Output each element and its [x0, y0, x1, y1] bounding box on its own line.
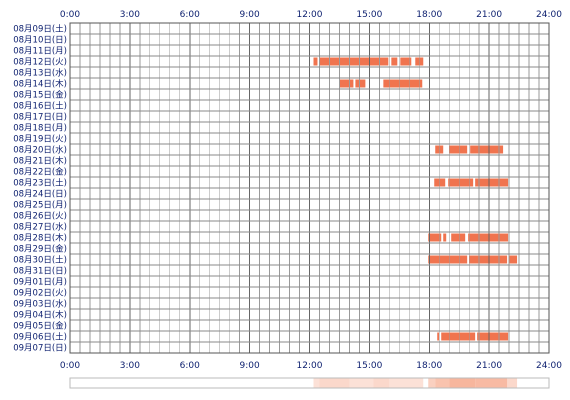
x-tick-label-bottom: 0:00 — [60, 361, 80, 371]
row-label: 09月03日(水) — [13, 299, 67, 310]
x-tick-label-top: 18:00 — [416, 10, 442, 20]
x-tick-label-bottom: 15:00 — [356, 361, 382, 371]
activity-bar — [319, 57, 389, 66]
x-tick-label-bottom: 9:00 — [240, 361, 260, 371]
summary-band — [389, 378, 424, 388]
row-label: 08月13日(水) — [13, 68, 67, 79]
x-axis-top-ticks: 0:00 3:00 6:00 9:00 12:00 15:00 18:00 21:00 24:0… — [60, 10, 562, 20]
row-label: 08月19日(火) — [13, 135, 67, 145]
row-label: 08月20日(水) — [13, 145, 67, 156]
summary-band — [475, 378, 508, 388]
activity-bar — [469, 255, 508, 264]
activity-bar — [475, 178, 509, 187]
activity-bar — [451, 233, 466, 242]
activity-bar — [449, 145, 468, 154]
row-label: 08月10日(日) — [13, 36, 67, 46]
row-labels: 08月09日(土)08月10日(日)08月11日(月)08月12日(火)08月1… — [13, 24, 67, 354]
row-label: 08月25日(月) — [13, 201, 67, 211]
row-label: 08月29日(金) — [13, 244, 67, 255]
x-tick-label-bottom: 12:00 — [297, 361, 323, 371]
activity-bar — [443, 233, 447, 242]
x-tick-label-top: 24:00 — [536, 10, 562, 20]
x-tick-label-bottom: 3:00 — [120, 361, 140, 371]
row-label: 08月21日(木) — [13, 156, 67, 167]
activity-bar — [313, 57, 318, 66]
activity-bar — [437, 332, 440, 341]
row-label: 09月06日(土) — [13, 332, 67, 343]
grid-lines — [69, 22, 550, 354]
activity-bar — [355, 79, 366, 88]
row-label: 08月24日(日) — [13, 190, 67, 200]
activity-bar — [391, 57, 398, 66]
row-label: 09月07日(日) — [13, 344, 67, 354]
activity-bar — [448, 178, 474, 187]
activity-bar — [428, 255, 468, 264]
summary-band — [319, 378, 350, 388]
x-tick-label-bottom: 6:00 — [180, 361, 200, 371]
row-label: 08月31日(日) — [13, 267, 67, 277]
activity-bar — [441, 332, 476, 341]
row-label: 08月11日(月) — [13, 47, 67, 57]
x-tick-label-bottom: 24:00 — [536, 361, 562, 371]
summary-strip — [69, 377, 550, 389]
x-tick-label-top: 6:00 — [180, 10, 200, 20]
row-label: 09月01日(月) — [13, 278, 67, 288]
summary-band — [507, 378, 518, 388]
x-tick-label-top: 15:00 — [356, 10, 382, 20]
row-label: 08月14日(木) — [13, 79, 67, 90]
summary-band — [435, 378, 450, 388]
row-label: 08月27日(水) — [13, 222, 67, 233]
row-label: 08月16日(土) — [13, 101, 67, 112]
activity-bar — [509, 255, 518, 264]
row-label: 08月30日(土) — [13, 255, 67, 266]
row-label: 08月18日(月) — [13, 124, 67, 134]
row-label: 08月22日(金) — [13, 167, 67, 178]
x-tick-label-top: 9:00 — [240, 10, 260, 20]
row-label: 09月02日(火) — [13, 289, 67, 299]
row-label: 08月15日(金) — [13, 90, 67, 101]
row-label: 08月28日(木) — [13, 233, 67, 244]
plot-border — [69, 22, 550, 354]
row-label: 08月12日(火) — [13, 58, 67, 68]
activity-bar — [470, 145, 504, 154]
x-tick-label-bottom: 18:00 — [416, 361, 442, 371]
x-tick-label-top: 21:00 — [476, 10, 502, 20]
summary-band — [349, 378, 374, 388]
x-tick-label-bottom: 21:00 — [476, 361, 502, 371]
activity-bar — [383, 79, 423, 88]
row-label: 08月09日(土) — [13, 24, 67, 35]
activity-bar — [428, 233, 442, 242]
row-label: 08月23日(土) — [13, 178, 67, 189]
row-label: 09月05日(金) — [13, 321, 67, 332]
x-tick-label-top: 0:00 — [60, 10, 80, 20]
activity-bar — [400, 57, 412, 66]
summary-band — [313, 378, 320, 388]
activity-bar — [434, 178, 446, 187]
x-tick-label-top: 12:00 — [297, 10, 323, 20]
row-label: 08月17日(日) — [13, 113, 67, 123]
summary-strip-frame — [69, 377, 550, 389]
row-label: 08月26日(火) — [13, 212, 67, 222]
activity-bar — [477, 332, 509, 341]
summary-band — [428, 378, 436, 388]
summary-band — [449, 378, 476, 388]
x-tick-label-top: 3:00 — [120, 10, 140, 20]
summary-band — [373, 378, 390, 388]
activity-bar — [468, 233, 509, 242]
x-axis-bottom-ticks: 0:00 3:00 6:00 9:00 12:00 15:00 18:00 21:00 24:0… — [60, 361, 562, 371]
row-label: 09月04日(木) — [13, 310, 67, 321]
activity-bar — [339, 79, 354, 88]
